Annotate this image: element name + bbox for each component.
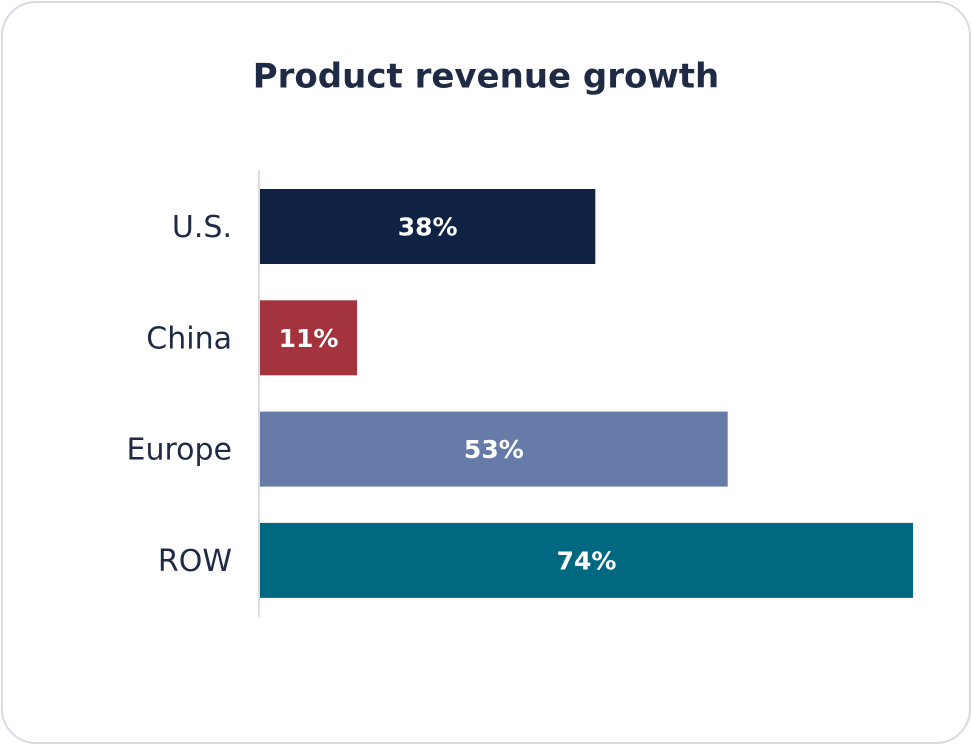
chart-title: Product revenue growth	[253, 57, 720, 97]
bar	[260, 189, 596, 264]
category-label: Europe	[127, 433, 233, 468]
category-label: China	[146, 321, 232, 356]
bar	[260, 411, 728, 487]
bar	[260, 300, 358, 376]
value-label: 38%	[398, 213, 458, 242]
bar	[260, 522, 913, 598]
category-label: U.S.	[172, 210, 232, 245]
value-label: 53%	[464, 435, 524, 464]
value-label: 74%	[557, 546, 617, 575]
value-label: 11%	[279, 324, 339, 353]
category-label: ROW	[158, 544, 232, 579]
